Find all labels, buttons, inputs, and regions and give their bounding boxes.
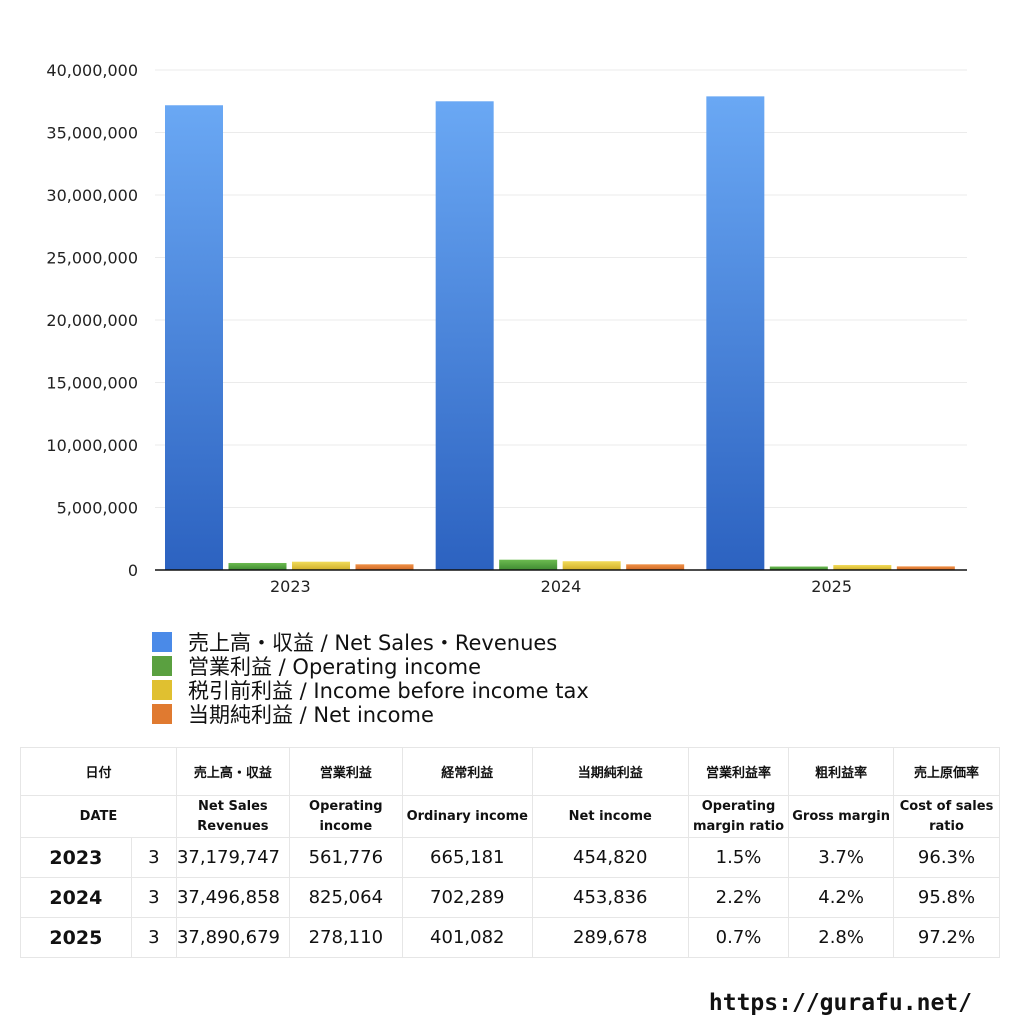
site-url[interactable]: https://gurafu.net/	[708, 990, 972, 1016]
legend-item[interactable]: 営業利益 / Operating income	[152, 654, 589, 679]
bar-2025-series-0	[706, 96, 765, 570]
table-cell: 営業利益	[288, 747, 403, 796]
table-row: 2024 3 37,496,858 825,064 702,289 453,836 2.2%…	[20, 877, 1000, 918]
legend-label: 売上高・収益 / Net Sales・Revenues	[188, 631, 558, 655]
legend-swatch	[152, 632, 172, 652]
table-header-en: DATE Net Sales Revenues Operating income Or…	[20, 795, 1000, 838]
table-cell: 97.2%	[893, 917, 1000, 958]
y-tick-label: 40,000,000	[46, 61, 138, 80]
y-tick-label: 5,000,000	[57, 499, 138, 518]
bar-2024-series-1	[499, 559, 558, 570]
table-cell: 96.3%	[893, 837, 1000, 878]
bar-2024-series-3	[626, 564, 685, 570]
table-cell: 営業利益率	[687, 747, 790, 796]
y-tick-label: 20,000,000	[46, 311, 138, 330]
legend-swatch	[152, 704, 172, 724]
table-cell: 1.5%	[687, 837, 790, 878]
table-cell: 0.7%	[687, 917, 790, 958]
table-cell: 3	[130, 917, 177, 958]
table-cell: 粗利益率	[788, 747, 895, 796]
bar-2023-series-0	[165, 105, 223, 570]
table-cell: 売上原価率	[893, 747, 1000, 796]
bar-2025-series-3	[896, 566, 955, 570]
table-cell: 2023	[20, 837, 132, 878]
table-cell: 当期純利益	[531, 747, 689, 796]
legend-swatch	[152, 680, 172, 700]
table-cell: 37,890,679	[175, 917, 290, 958]
table-cell: 95.8%	[893, 877, 1000, 918]
table-header-jp: 日付 売上高・収益 営業利益 経常利益 当期純利益 営業利益率 粗利益率 売上原価率	[20, 747, 1000, 796]
x-tick-label: 2025	[811, 577, 852, 596]
y-tick-label: 0	[128, 561, 138, 580]
table-cell: 454,820	[531, 837, 689, 878]
table-cell: Gross margin	[788, 795, 895, 838]
table-cell: Operating margin ratio	[687, 795, 790, 838]
table-cell: 2024	[20, 877, 132, 918]
y-tick-label: 15,000,000	[46, 374, 138, 393]
table-cell: 289,678	[531, 917, 689, 958]
legend-item[interactable]: 売上高・収益 / Net Sales・Revenues	[152, 630, 589, 655]
table-cell: 665,181	[401, 837, 533, 878]
table-cell: Net Sales Revenues	[175, 795, 290, 838]
financial-table: 日付 売上高・収益 営業利益 経常利益 当期純利益 営業利益率 粗利益率 売上原価率 DATE N…	[20, 747, 1000, 958]
table-cell: 825,064	[288, 877, 403, 918]
table-cell: 3	[130, 877, 177, 918]
bar-2024-series-0	[435, 101, 494, 570]
legend-item[interactable]: 当期純利益 / Net income	[152, 702, 589, 727]
y-tick-label: 35,000,000	[46, 124, 138, 143]
table-cell: 453,836	[531, 877, 689, 918]
y-tick-label: 10,000,000	[46, 436, 138, 455]
table-cell: 2.2%	[687, 877, 790, 918]
table-cell: 278,110	[288, 917, 403, 958]
bar-2025-series-1	[769, 566, 828, 570]
y-tick-label: 30,000,000	[46, 186, 138, 205]
table-cell: 702,289	[401, 877, 533, 918]
table-cell: Ordinary income	[401, 795, 533, 838]
bar-chart: 0 5,000,000 10,000,000 15,000,000 20,000,000…	[46, 61, 967, 596]
table-cell: 経常利益	[401, 747, 533, 796]
table-cell: 561,776	[288, 837, 403, 878]
table-cell: 401,082	[401, 917, 533, 958]
bar-2023-series-3	[355, 564, 414, 570]
x-tick-label: 2023	[270, 577, 311, 596]
legend-item[interactable]: 税引前利益 / Income before income tax	[152, 678, 589, 703]
table-cell: 3	[130, 837, 177, 878]
legend-label: 当期純利益 / Net income	[188, 703, 434, 727]
legend-swatch	[152, 656, 172, 676]
table-row: 2023 3 37,179,747 561,776 665,181 454,820 1.5%…	[20, 837, 1000, 878]
legend-label: 税引前利益 / Income before income tax	[188, 679, 589, 703]
table-cell: 2.8%	[788, 917, 895, 958]
table-cell: 37,496,858	[175, 877, 290, 918]
table-cell: Net income	[531, 795, 689, 838]
table-cell: Cost of sales ratio	[893, 795, 1000, 838]
legend-label: 営業利益 / Operating income	[188, 655, 482, 679]
bar-2024-series-2	[562, 561, 621, 570]
table-cell: Operating income	[288, 795, 403, 838]
bar-2023-series-2	[292, 561, 350, 570]
table-cell: 4.2%	[788, 877, 895, 918]
table-cell: 売上高・収益	[175, 747, 290, 796]
bar-2025-series-2	[833, 564, 892, 570]
table-cell: 3.7%	[788, 837, 895, 878]
bar-2023-series-1	[228, 562, 287, 570]
table-cell: 2025	[20, 917, 132, 958]
table-cell: 37,179,747	[175, 837, 290, 878]
x-tick-label: 2024	[541, 577, 582, 596]
table-cell: DATE	[20, 795, 177, 838]
table-cell: 日付	[20, 747, 177, 796]
y-tick-label: 25,000,000	[46, 249, 138, 268]
legend: 売上高・収益 / Net Sales・Revenues 営業利益 / Operat…	[152, 630, 589, 727]
table-row: 2025 3 37,890,679 278,110 401,082 289,678 0.7%…	[20, 917, 1000, 958]
